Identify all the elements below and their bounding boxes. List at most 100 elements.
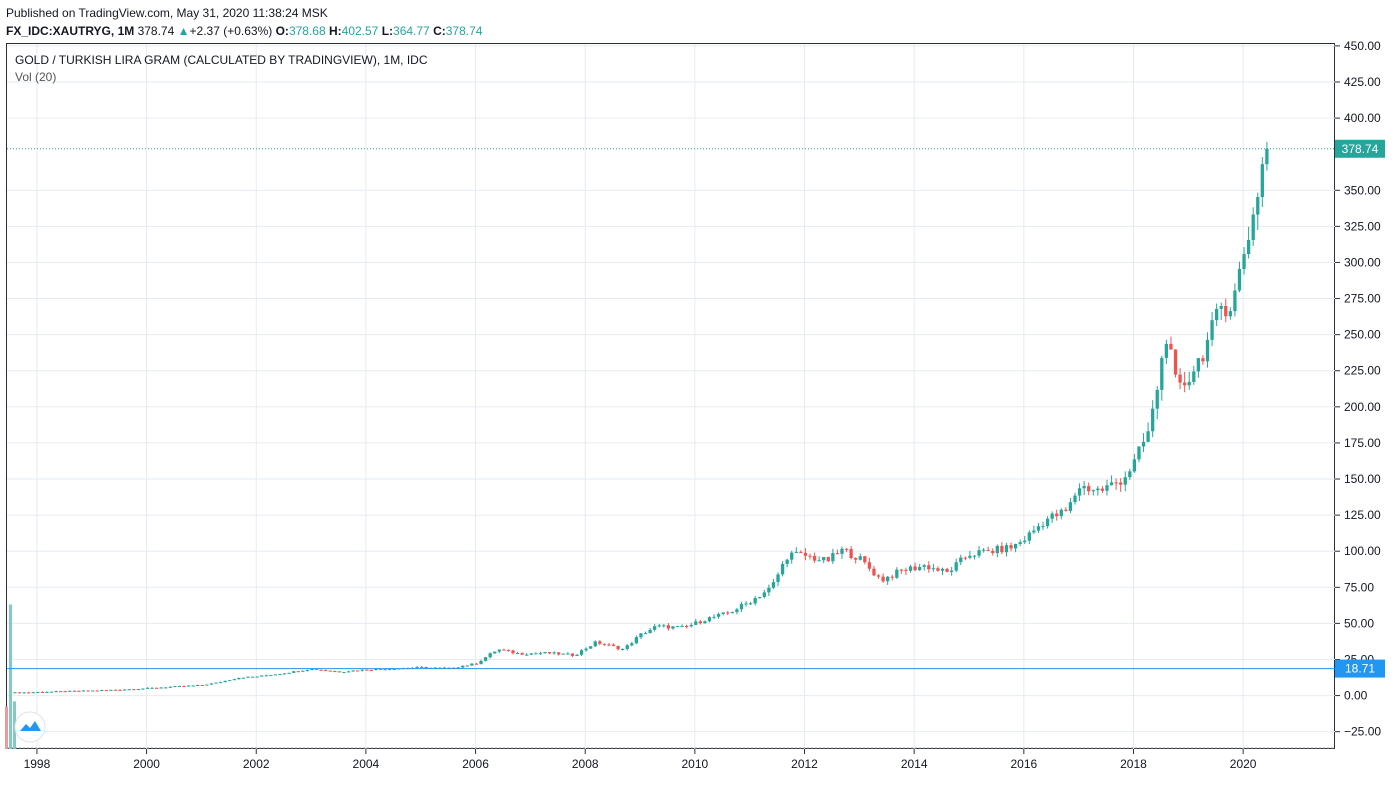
candle-body <box>424 666 428 669</box>
candle-body <box>1219 306 1223 309</box>
candle-body <box>872 568 876 576</box>
candle-body <box>977 550 981 556</box>
y-tick-label: 150.00 <box>1344 472 1381 486</box>
candle-body <box>360 669 364 671</box>
candle-body <box>1055 513 1059 517</box>
candle-body <box>808 555 812 557</box>
candle-body <box>502 649 506 651</box>
candle-body <box>1068 502 1073 511</box>
candle-body <box>730 612 734 614</box>
x-tick-label: 2008 <box>572 757 599 771</box>
candle-body <box>570 653 575 656</box>
high-label: H: <box>328 24 342 38</box>
candle-body <box>639 633 643 638</box>
candle-body <box>593 641 597 647</box>
candle-body <box>1091 490 1095 492</box>
candle-body <box>698 621 702 624</box>
candle-body <box>36 691 40 693</box>
candle-body <box>899 569 904 571</box>
candle-body <box>643 633 648 635</box>
candle-body <box>684 625 689 627</box>
candle-body <box>790 552 794 560</box>
candle-body <box>812 555 817 561</box>
candle-body <box>1087 486 1091 492</box>
candle-body <box>237 677 241 680</box>
candle-body <box>72 690 77 692</box>
volume-bar <box>13 701 16 749</box>
candle-body <box>634 637 639 644</box>
candle-body <box>1128 471 1132 478</box>
candle-body <box>465 665 469 667</box>
y-tick-label: 275.00 <box>1344 292 1381 306</box>
candle-body <box>721 612 725 614</box>
candle-body <box>27 692 31 694</box>
candle-body <box>470 663 474 666</box>
candle-body <box>945 568 949 572</box>
candle-body <box>616 645 620 650</box>
change-value: +2.37 (+0.63%) <box>189 24 273 38</box>
candle-body <box>607 644 611 646</box>
candle-body <box>369 670 374 672</box>
candle-body <box>817 560 821 562</box>
candle-body <box>287 672 291 674</box>
candle-body <box>159 687 163 689</box>
candle-body <box>525 654 529 656</box>
candle-body <box>1246 239 1251 255</box>
last-price-badge-label: 378.74 <box>1342 142 1379 156</box>
candle-body <box>164 687 168 689</box>
candle-body <box>328 670 332 672</box>
candle-body <box>1064 509 1068 511</box>
candle-body <box>474 663 479 665</box>
candle-body <box>342 671 346 673</box>
candle-body <box>1178 374 1182 383</box>
candle-body <box>1233 290 1237 312</box>
y-tick-label: 75.00 <box>1344 580 1374 594</box>
candle-body <box>1100 488 1105 491</box>
tradingview-logo-icon <box>14 711 46 743</box>
candle-body <box>986 549 990 551</box>
last-price-badge <box>1335 139 1385 158</box>
candle-body <box>63 691 67 693</box>
volume-label: Vol (20) <box>15 70 57 84</box>
candle-body <box>81 690 86 692</box>
candle-body <box>922 565 926 567</box>
candle-body <box>1036 526 1041 531</box>
candle-body <box>378 668 383 670</box>
candle-body <box>918 566 922 571</box>
candle-body <box>17 692 22 694</box>
hline-badge <box>1335 659 1385 678</box>
y-tick-label: 200.00 <box>1344 400 1381 414</box>
candle-body <box>831 553 835 562</box>
candle-body <box>854 558 858 560</box>
candle-body <box>1000 545 1004 553</box>
candle-body <box>205 684 209 686</box>
candle-body <box>123 689 127 691</box>
candle-body <box>598 641 602 644</box>
ohlc-line: FX_IDC:XAUTRYG, 1M 378.74 ▲+2.37 (+0.63%… <box>6 22 482 40</box>
candle-body <box>273 674 278 676</box>
candle-body <box>1192 371 1196 382</box>
candle-body <box>785 559 789 564</box>
candle-body <box>1123 477 1127 485</box>
x-tick-label: 2006 <box>462 757 489 771</box>
candle-body <box>1045 518 1050 527</box>
candle-body <box>822 557 826 561</box>
candle-body <box>1183 382 1187 386</box>
candle-body <box>515 653 520 655</box>
candle-body <box>1059 509 1063 517</box>
candle-body <box>136 689 141 691</box>
candle-body <box>758 596 762 599</box>
candle-body <box>671 626 675 629</box>
candle-body <box>726 612 730 614</box>
candle-body <box>232 679 236 681</box>
published-line: Published on TradingView.com, May 31, 20… <box>6 6 328 20</box>
candle-body <box>716 613 721 617</box>
candle-body <box>310 668 314 671</box>
y-tick-label: 300.00 <box>1344 255 1381 269</box>
candle-body <box>1041 526 1045 528</box>
candle-body <box>95 690 99 692</box>
candle-body <box>844 548 849 550</box>
candle-body <box>246 676 250 678</box>
candle-body <box>735 609 739 613</box>
